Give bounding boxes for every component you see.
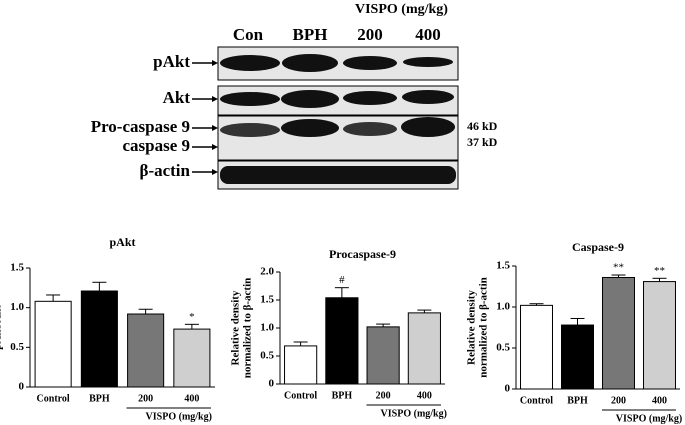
- x-tick-label: BPH: [332, 390, 353, 401]
- bar: [284, 345, 318, 385]
- x-tick-label: Control: [520, 395, 553, 406]
- western-blot: VISPO (mg/kg) Con BPH 200 400: [91, 2, 498, 190]
- y-tick-label: 1.5: [496, 260, 510, 272]
- band: [282, 54, 338, 72]
- band: [220, 92, 280, 106]
- band: [220, 123, 280, 137]
- y-axis-label: normalized to β-actin: [478, 277, 490, 378]
- x-tick-label: 400: [184, 393, 199, 404]
- band: [403, 57, 453, 67]
- y-axis-label: Relative density: [466, 290, 478, 365]
- row-label: pAkt: [153, 52, 190, 71]
- band: [281, 119, 339, 137]
- y-tick-label: 2.0: [260, 266, 274, 278]
- y-tick-label: 0: [269, 378, 275, 390]
- band: [220, 166, 456, 184]
- y-tick-label: 0: [19, 381, 25, 393]
- row-label: Pro-caspase 9: [91, 117, 190, 136]
- bar: [366, 326, 400, 385]
- y-tick-label: 1.0: [496, 301, 510, 313]
- annotation: **: [613, 262, 624, 274]
- band: [401, 117, 455, 137]
- y-axis-label: normalized to β-actin: [242, 278, 254, 379]
- bar: [407, 312, 441, 385]
- bar: [173, 328, 211, 388]
- band: [220, 55, 280, 71]
- y-tick-label: 0: [505, 383, 511, 395]
- annotation: **: [654, 265, 665, 277]
- annotation: #: [339, 274, 345, 286]
- group-label: VISPO (mg/kg): [146, 411, 212, 422]
- band: [402, 90, 454, 104]
- y-tick-label: 0.5: [260, 350, 274, 362]
- lane-label: Con: [233, 25, 264, 44]
- x-tick-label: 200: [376, 390, 391, 401]
- bar: [602, 276, 635, 390]
- group-label: VISPO (mg/kg): [381, 408, 447, 419]
- band: [281, 90, 339, 108]
- bar: [643, 281, 676, 390]
- chart-title: Caspase-9: [572, 240, 624, 254]
- size-marker: 37 kD: [467, 135, 498, 149]
- y-tick-label: 0.5: [10, 341, 24, 353]
- lane-label: 200: [357, 25, 383, 44]
- x-tick-label: Control: [37, 393, 70, 404]
- row-label: caspase 9: [122, 136, 190, 155]
- bar: [127, 313, 165, 388]
- x-tick-label: BPH: [89, 393, 110, 404]
- x-tick-label: 400: [417, 390, 432, 401]
- chart-title: Procaspase-9: [329, 247, 396, 261]
- y-tick-label: 1.0: [260, 322, 274, 334]
- lane-label: BPH: [293, 25, 328, 44]
- y-tick-label: 0.5: [496, 342, 510, 354]
- bar: [520, 304, 553, 390]
- y-tick-label: 1.5: [10, 262, 24, 274]
- y-axis-label: pAkt/Akt: [0, 305, 4, 350]
- chart-title: pAkt: [109, 235, 135, 249]
- bar: [34, 300, 72, 388]
- bar: [80, 290, 118, 388]
- y-axis-label: Relative density: [230, 290, 242, 365]
- x-tick-label: Control: [284, 390, 317, 401]
- row-label: Akt: [163, 88, 191, 107]
- row-label: β-actin: [139, 161, 190, 180]
- blot-header: VISPO (mg/kg): [355, 2, 448, 17]
- x-tick-label: BPH: [567, 395, 588, 406]
- band: [343, 122, 397, 136]
- group-label: VISPO (mg/kg): [616, 413, 682, 424]
- y-tick-label: 1.5: [260, 294, 274, 306]
- band: [343, 91, 397, 105]
- annotation: *: [189, 311, 195, 323]
- size-marker: 46 kD: [467, 119, 498, 133]
- x-tick-label: 200: [138, 393, 153, 404]
- x-tick-label: 400: [652, 395, 667, 406]
- x-tick-label: 200: [611, 395, 626, 406]
- lane-label: 400: [415, 25, 441, 44]
- y-tick-label: 1.0: [10, 301, 24, 313]
- band: [343, 56, 397, 70]
- bar: [325, 297, 359, 385]
- bar: [561, 324, 594, 390]
